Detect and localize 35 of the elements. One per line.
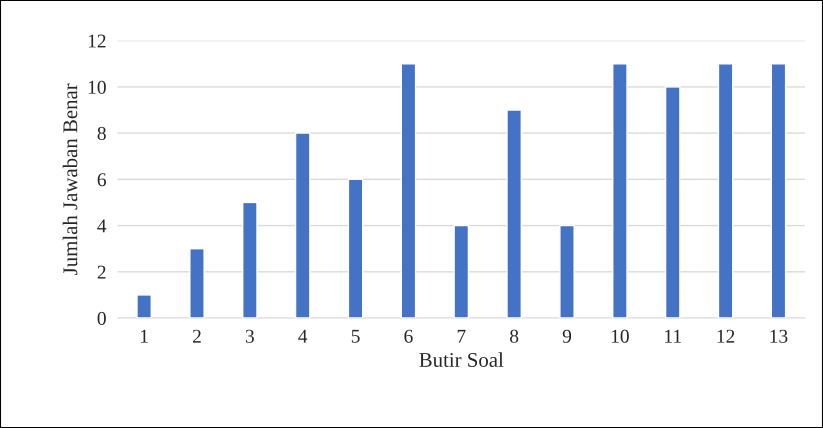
bar: [242, 202, 258, 318]
bar: [453, 224, 470, 318]
x-tick-label: 13: [770, 330, 788, 343]
x-tick-label: 3: [246, 330, 254, 343]
x-tick-label: 4: [298, 330, 308, 343]
x-tick-label: 5: [352, 330, 360, 343]
bar: [559, 224, 575, 318]
y-tick-label: 2: [98, 266, 106, 279]
x-tick-label: 1: [140, 330, 148, 343]
x-tick-label: 12: [718, 330, 734, 343]
x-tick-label: 2: [192, 330, 201, 343]
bar: [348, 178, 364, 318]
y-tick-label: 10: [88, 80, 106, 94]
bar: [400, 63, 416, 318]
y-tick-label: 8: [98, 126, 106, 140]
x-tick-label: 9: [562, 330, 572, 343]
bar: [506, 109, 522, 318]
x-tick-label: 6: [404, 330, 413, 343]
x-tick-label: 10: [612, 330, 629, 343]
y-tick-label: 12: [88, 34, 106, 48]
x-tick-label: 8: [510, 330, 518, 343]
y-tick-label: 6: [98, 173, 106, 186]
x-tick-label: 7: [458, 330, 466, 343]
y-tick-label: 4: [97, 220, 106, 232]
bar: [770, 63, 786, 318]
bar: [294, 132, 311, 318]
bar: [136, 294, 152, 318]
bar: [612, 63, 628, 318]
y-axis-title: Jumlah Jawaban Benar: [62, 83, 78, 275]
y-tick-label: 0: [98, 312, 106, 325]
bar: [718, 63, 734, 318]
bar: [189, 248, 205, 318]
x-tick-label: 11: [665, 330, 681, 343]
x-axis-title: Butir Soal: [419, 352, 504, 367]
bar: [664, 86, 681, 318]
